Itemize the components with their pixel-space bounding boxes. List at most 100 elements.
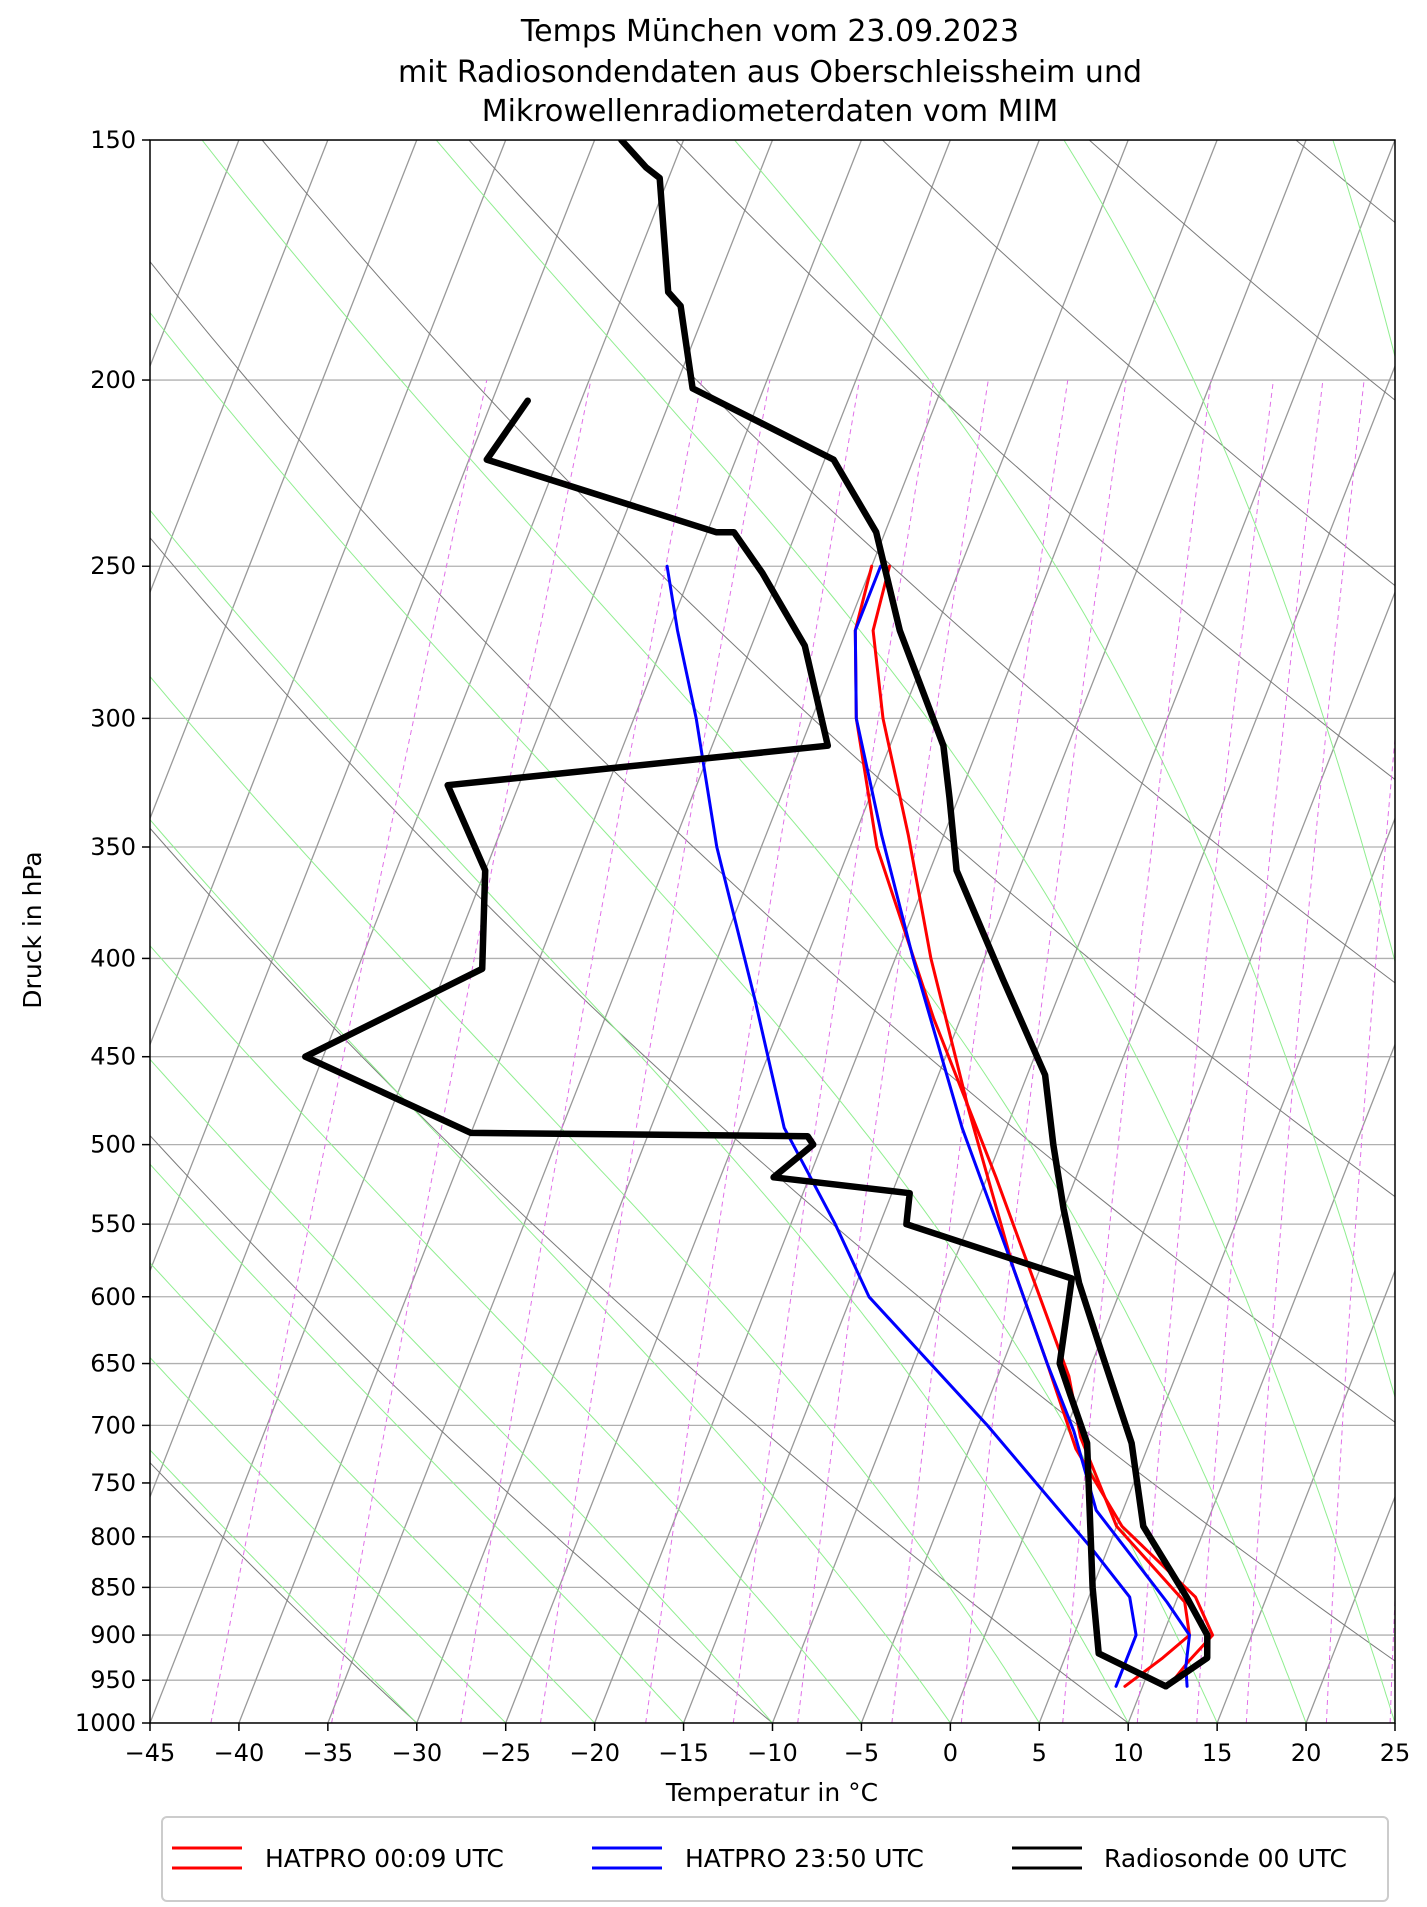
- moist-adiabat-line: [150, 311, 1218, 1723]
- isotherm-line: [505, 140, 1129, 1723]
- dry-adiabat-line: [261, 140, 1395, 1198]
- dry-adiabat-line: [150, 1461, 418, 1723]
- y-tick-label: 400: [90, 944, 136, 972]
- y-tick-label: 450: [90, 1043, 136, 1071]
- x-tick-label: 5: [1032, 1739, 1047, 1767]
- isotherm-line: [1216, 1268, 1395, 1723]
- mixing-ratio-line: [1325, 733, 1395, 1723]
- isotherm-line: [416, 140, 1040, 1723]
- y-tick-label: 750: [90, 1469, 136, 1497]
- dry-adiabat-line: [675, 140, 1395, 781]
- moist-adiabat-line: [150, 1449, 418, 1723]
- chart-title-line-2: mit Radiosondendaten aus Oberschleisshei…: [398, 55, 1142, 90]
- x-tick-label: 0: [943, 1739, 958, 1767]
- chart-title: Temps München vom 23.09.2023 mit Radioso…: [398, 14, 1142, 129]
- dry-adiabat-line: [1295, 140, 1395, 224]
- dry-adiabat-line: [150, 260, 1395, 1423]
- y-axis-label: Druck in hPa: [18, 851, 47, 1008]
- moist-adiabat-line: [150, 1058, 773, 1723]
- moist-adiabat-line: [150, 1356, 507, 1723]
- series-line-5-dewpoint: [302, 397, 1170, 1690]
- legend-box: [161, 1816, 1389, 1902]
- isotherm-line: [860, 364, 1395, 1723]
- dry-adiabat-line: [882, 140, 1395, 587]
- mixing-ratio-line: [540, 379, 771, 1723]
- isotherm-line: [238, 140, 863, 1723]
- y-tick-label: 600: [90, 1283, 136, 1311]
- moist-adiabat-line: [435, 140, 1395, 1723]
- moist-adiabat-line: [150, 818, 951, 1723]
- x-tick-label: −20: [569, 1739, 620, 1767]
- y-tick-label: 500: [90, 1131, 136, 1159]
- y-tick-label: 1000: [75, 1709, 136, 1737]
- legend-label-radiosonde: Radiosonde 00 UTC: [1104, 1844, 1347, 1873]
- x-tick-label: 20: [1291, 1739, 1322, 1767]
- moist-adiabat-line: [1063, 140, 1395, 964]
- plot-frame: [149, 139, 1396, 1724]
- isotherm-line: [150, 140, 329, 595]
- y-tick-label: 550: [90, 1210, 136, 1238]
- moist-adiabat-line: [734, 140, 1395, 1400]
- x-tick-label: −25: [480, 1739, 531, 1767]
- series-line-2-temperature: [665, 564, 1138, 1688]
- x-tick-label: 25: [1380, 1739, 1411, 1767]
- y-tick-label: 150: [90, 126, 136, 154]
- moist-adiabat-line: [150, 1262, 595, 1723]
- isotherm-line: [949, 590, 1395, 1723]
- x-tick-label: −15: [658, 1739, 709, 1767]
- plot-grid: [150, 140, 1395, 1723]
- legend-label-hatpro-0009: HATPRO 00:09 UTC: [265, 1844, 504, 1873]
- plot-series: [302, 140, 1215, 1690]
- series-line-3-dewpoint: [853, 564, 1191, 1688]
- chart-title-line-3: Mikrowellenradiometerdaten vom MIM: [482, 94, 1059, 129]
- series-line-4-temperature: [618, 140, 1211, 1690]
- dry-adiabat-line: [150, 827, 1129, 1723]
- x-tick-label: −35: [303, 1739, 354, 1767]
- mixing-ratio-line: [1062, 379, 1212, 1723]
- y-tick-label: 300: [90, 704, 136, 732]
- isotherm-line: [327, 140, 951, 1723]
- mixing-ratio-line: [797, 379, 989, 1723]
- mixing-ratio-line: [645, 379, 860, 1723]
- dry-adiabat-line: [468, 140, 1395, 984]
- legend-label-hatpro-2350: HATPRO 23:50 UTC: [685, 1844, 924, 1873]
- moist-adiabat-line: [201, 140, 1307, 1723]
- mixing-ratio-line: [960, 379, 1127, 1723]
- moist-adiabat-line: [150, 944, 862, 1723]
- moist-adiabat-line: [150, 1163, 684, 1723]
- legend: HATPRO 00:09 UTC HATPRO 23:50 UTC Radios…: [161, 1816, 1389, 1902]
- x-axis-label: Temperatur in °C: [665, 1778, 878, 1807]
- isotherm-line: [150, 140, 685, 1499]
- isotherm-line: [150, 140, 596, 1273]
- mixing-ratio-line: [1196, 379, 1324, 1723]
- isotherm-line: [150, 140, 774, 1723]
- y-tick-label: 350: [90, 833, 136, 861]
- x-tick-label: −30: [391, 1739, 442, 1767]
- y-tick-label: 950: [90, 1666, 136, 1694]
- isotherm-line: [1127, 1042, 1395, 1723]
- legend-entry-hatpro-2350: HATPRO 23:50 UTC: [592, 1844, 924, 1873]
- isotherm-line: [771, 140, 1395, 1723]
- mixing-ratio-line: [732, 379, 935, 1723]
- legend-entry-hatpro-0009: HATPRO 00:09 UTC: [172, 1844, 504, 1873]
- y-tick-label: 200: [90, 366, 136, 394]
- dry-adiabat-line: [150, 536, 1395, 1662]
- isotherm-line: [1038, 816, 1395, 1723]
- mixing-ratio-line: [331, 379, 592, 1723]
- y-tick-label: 700: [90, 1411, 136, 1439]
- y-tick-label: 650: [90, 1350, 136, 1378]
- moist-adiabat-line: [150, 509, 1129, 1723]
- y-tick-label: 800: [90, 1523, 136, 1551]
- mixing-ratio-line: [460, 379, 703, 1723]
- isotherm-line: [150, 140, 507, 1047]
- x-tick-label: 15: [1202, 1739, 1233, 1767]
- mixing-ratio-line: [1136, 379, 1274, 1723]
- mixing-ratio-line: [891, 379, 1069, 1723]
- moist-adiabat-line: [150, 675, 1040, 1723]
- x-tick-label: 10: [1113, 1739, 1144, 1767]
- moist-adiabat-line: [1332, 140, 1395, 359]
- y-tick-label: 900: [90, 1621, 136, 1649]
- isotherm-line: [150, 140, 418, 821]
- mixing-ratio-line: [1245, 379, 1365, 1723]
